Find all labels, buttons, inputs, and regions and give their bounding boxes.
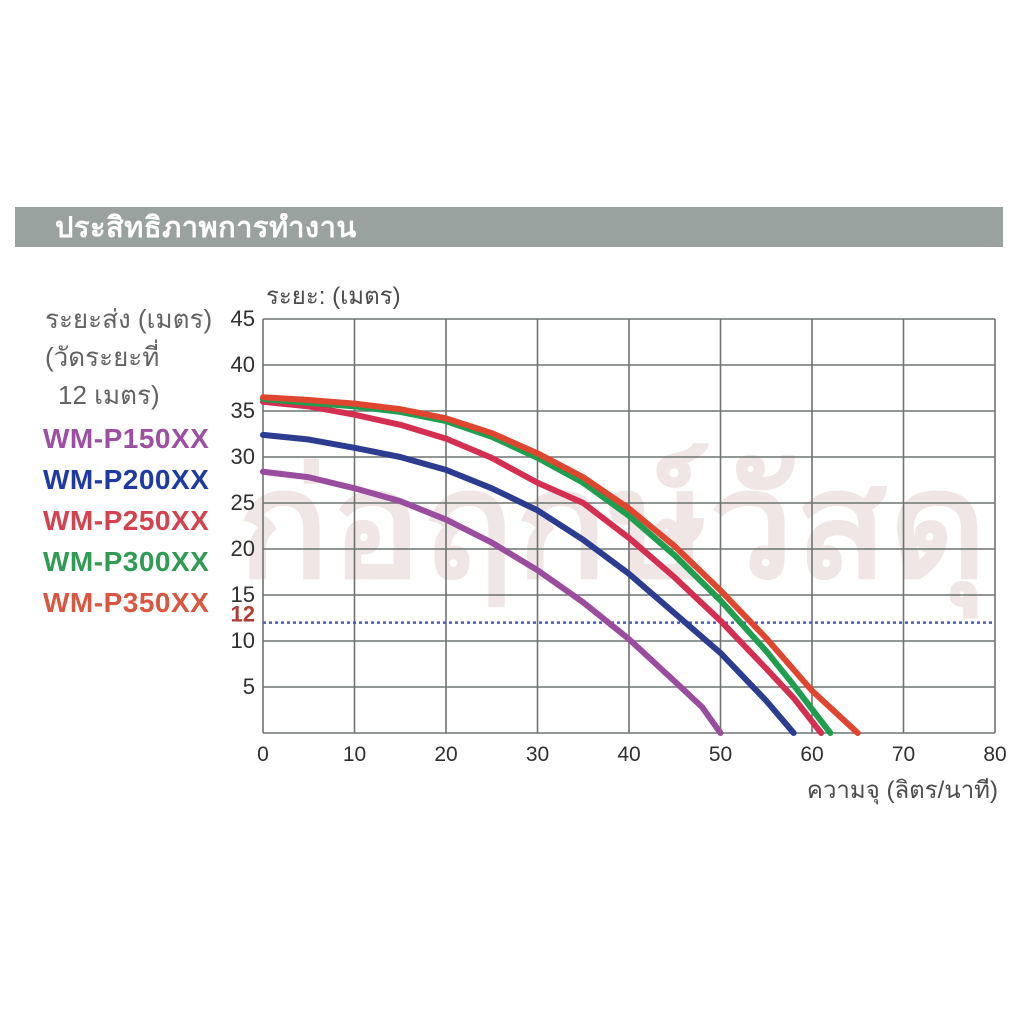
y-tick-label: 15 <box>231 582 255 607</box>
y-tick-label: 35 <box>231 398 255 423</box>
x-tick-label: 0 <box>257 743 269 766</box>
x-tick-label: 80 <box>983 743 1006 766</box>
note-line: (วัดระยะที่ <box>45 342 160 372</box>
measurement-note: ระยะส่ง (เมตร) (วัดระยะที่ 12 เมตร) <box>45 300 212 414</box>
y-tick-label: 25 <box>231 490 255 515</box>
legend-item: WM-P250XX <box>43 504 210 536</box>
x-tick-label: 40 <box>617 743 640 766</box>
y-tick-label: 10 <box>231 628 255 653</box>
legend-item: WM-P200XX <box>43 463 210 495</box>
y-tick-label: 20 <box>231 536 255 561</box>
section-title: ประสิทธิภาพการทำงาน <box>55 212 357 244</box>
curve-WM-P250XX <box>260 398 825 736</box>
y-tick-label: 5 <box>243 674 255 699</box>
x-tick-label: 60 <box>800 743 823 766</box>
curve-WM-P350XX <box>260 394 861 736</box>
legend-item: WM-P150XX <box>43 422 210 454</box>
x-axis-title: ความจุ (ลิตร/นาที) <box>806 777 998 804</box>
series-legend: WM-P150XX WM-P200XX WM-P250XX WM-P300XX WM-P… <box>43 418 209 623</box>
x-tick-label: 50 <box>709 743 732 766</box>
note-line: 12 เมตร) <box>58 380 160 410</box>
y-tick-label: 30 <box>231 444 255 469</box>
section-header-bar: ประสิทธิภาพการทำงาน <box>15 207 1003 247</box>
y-tick-label: 40 <box>231 352 255 377</box>
y-axis-title: ระยะ: (เมตร) <box>266 283 401 310</box>
legend-item: WM-P350XX <box>43 586 210 618</box>
y-tick-label: 45 <box>231 306 255 331</box>
x-tick-label: 20 <box>434 743 457 766</box>
x-tick-label: 30 <box>526 743 549 766</box>
x-tick-label: 10 <box>343 743 366 766</box>
curve-WM-P200XX <box>260 431 797 736</box>
legend-item: WM-P300XX <box>43 545 210 577</box>
x-tick-label: 70 <box>892 743 915 766</box>
note-line: ระยะส่ง (เมตร) <box>45 304 213 334</box>
curve-WM-P150XX <box>260 468 724 736</box>
y-tick-label-12: 12 <box>231 602 255 627</box>
